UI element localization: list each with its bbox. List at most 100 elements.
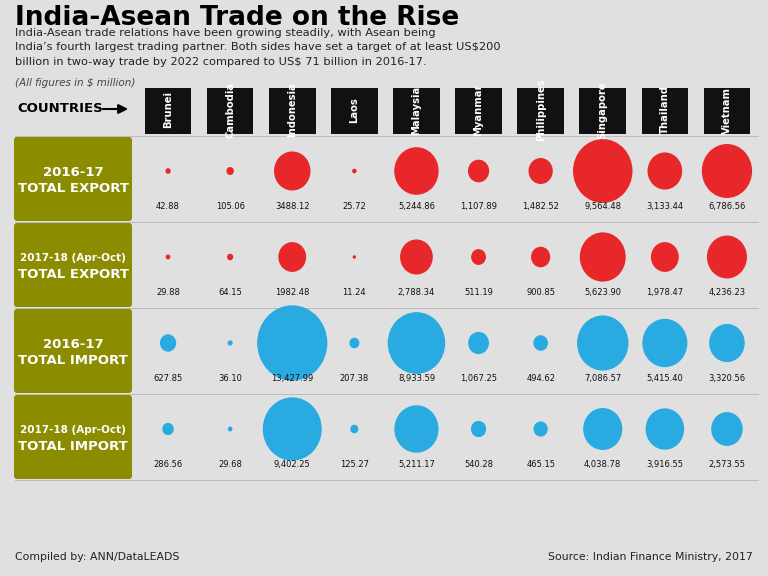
Text: Cambodia: Cambodia [225,82,235,138]
Text: 494.62: 494.62 [526,374,555,383]
Text: 2,573.55: 2,573.55 [708,460,746,469]
Text: 4,236.23: 4,236.23 [708,288,746,297]
Text: 7,086.57: 7,086.57 [584,374,621,383]
Text: 64.15: 64.15 [218,288,242,297]
Ellipse shape [163,423,173,434]
Text: 207.38: 207.38 [339,374,369,383]
Text: 5,415.40: 5,415.40 [647,374,684,383]
Ellipse shape [529,159,552,183]
Text: 125.27: 125.27 [340,460,369,469]
Text: 25.72: 25.72 [343,202,366,211]
Text: India-Asean trade relations have been growing steadily, with Asean being
India’s: India-Asean trade relations have been gr… [15,28,501,67]
Ellipse shape [279,243,306,271]
Text: Laos: Laos [349,97,359,123]
Text: 105.06: 105.06 [216,202,245,211]
Ellipse shape [578,316,627,370]
Text: 9,564.48: 9,564.48 [584,202,621,211]
Ellipse shape [468,160,488,181]
Text: 3,320.56: 3,320.56 [708,374,746,383]
Ellipse shape [353,169,356,173]
Text: 8,933.59: 8,933.59 [398,374,435,383]
Text: 1,067.25: 1,067.25 [460,374,497,383]
FancyBboxPatch shape [144,88,191,134]
Text: 4,038.78: 4,038.78 [584,460,621,469]
Ellipse shape [472,250,485,264]
Ellipse shape [353,256,356,258]
Text: 2,788.34: 2,788.34 [398,288,435,297]
Text: TOTAL IMPORT: TOTAL IMPORT [18,354,128,366]
Text: 5,211.17: 5,211.17 [398,460,435,469]
Ellipse shape [229,427,232,431]
Text: 29.68: 29.68 [218,460,242,469]
Ellipse shape [161,335,176,351]
Ellipse shape [166,169,170,173]
Ellipse shape [707,236,746,278]
Text: 1,482.52: 1,482.52 [522,202,559,211]
Text: Vietnam: Vietnam [722,86,732,134]
Text: TOTAL IMPORT: TOTAL IMPORT [18,439,128,453]
FancyBboxPatch shape [207,88,253,134]
Text: 29.88: 29.88 [156,288,180,297]
Text: COUNTRIES: COUNTRIES [17,103,103,116]
FancyBboxPatch shape [703,88,750,134]
Ellipse shape [646,409,684,449]
FancyBboxPatch shape [14,223,132,307]
Text: 13,427.99: 13,427.99 [271,374,313,383]
FancyBboxPatch shape [393,88,440,134]
Ellipse shape [534,336,548,350]
Text: 2016-17: 2016-17 [43,338,104,351]
Ellipse shape [651,243,678,271]
Text: 900.85: 900.85 [526,288,555,297]
Text: 2017-18 (Apr-Oct): 2017-18 (Apr-Oct) [20,253,126,263]
Text: Singapore: Singapore [598,81,607,139]
Ellipse shape [227,168,233,175]
FancyBboxPatch shape [14,309,132,393]
Ellipse shape [401,240,432,274]
Text: 11.24: 11.24 [343,288,366,297]
Text: Malaysia: Malaysia [412,85,422,135]
Text: (All figures in $ million): (All figures in $ million) [15,78,135,88]
Text: 5,244.86: 5,244.86 [398,202,435,211]
Text: 465.15: 465.15 [526,460,555,469]
Text: 6,786.56: 6,786.56 [708,202,746,211]
Text: 2016-17: 2016-17 [43,165,104,179]
FancyBboxPatch shape [455,88,502,134]
Text: Indonesia: Indonesia [287,82,297,137]
Ellipse shape [350,339,359,347]
Text: 42.88: 42.88 [156,202,180,211]
Text: TOTAL EXPORT: TOTAL EXPORT [18,267,128,281]
Ellipse shape [389,313,445,373]
Ellipse shape [468,332,488,354]
Text: 627.85: 627.85 [154,374,183,383]
Ellipse shape [228,341,232,345]
Text: Compiled by: ANN/DataLEADS: Compiled by: ANN/DataLEADS [15,552,180,562]
Ellipse shape [643,320,687,366]
Text: TOTAL EXPORT: TOTAL EXPORT [18,181,128,195]
Ellipse shape [351,426,358,433]
Text: Thailand: Thailand [660,85,670,135]
Ellipse shape [581,233,625,281]
Ellipse shape [395,406,438,452]
FancyBboxPatch shape [269,88,316,134]
Ellipse shape [167,255,170,259]
Ellipse shape [703,145,751,198]
Ellipse shape [712,413,742,445]
Ellipse shape [648,153,681,189]
Ellipse shape [535,422,547,436]
Ellipse shape [584,409,621,449]
Text: Philippines: Philippines [535,79,545,141]
Text: 1982.48: 1982.48 [275,288,310,297]
Text: 3,916.55: 3,916.55 [647,460,684,469]
Text: Myanmar: Myanmar [474,84,484,137]
Ellipse shape [472,422,485,437]
Ellipse shape [710,325,744,361]
Ellipse shape [574,140,632,202]
Text: 511.19: 511.19 [464,288,493,297]
FancyBboxPatch shape [518,88,564,134]
Text: 3488.12: 3488.12 [275,202,310,211]
Text: Source: Indian Finance Ministry, 2017: Source: Indian Finance Ministry, 2017 [548,552,753,562]
Text: 2017-18 (Apr-Oct): 2017-18 (Apr-Oct) [20,425,126,435]
Text: 540.28: 540.28 [464,460,493,469]
FancyBboxPatch shape [14,395,132,479]
Text: 36.10: 36.10 [218,374,242,383]
